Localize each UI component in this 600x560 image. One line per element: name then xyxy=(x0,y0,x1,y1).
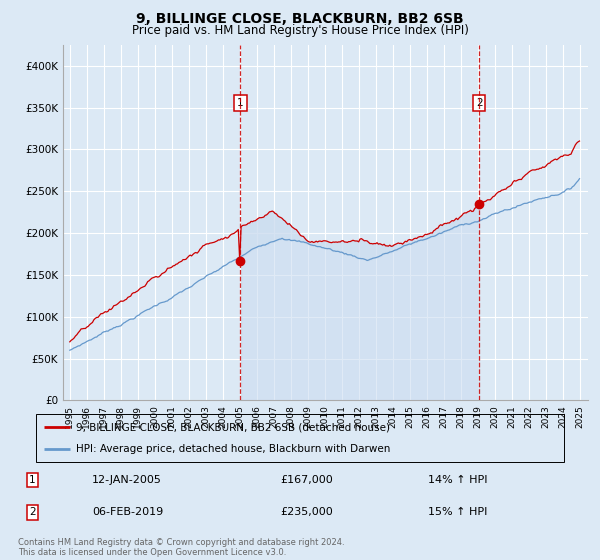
Text: £167,000: £167,000 xyxy=(280,475,333,485)
Text: 14% ↑ HPI: 14% ↑ HPI xyxy=(428,475,488,485)
Text: 2: 2 xyxy=(476,99,482,109)
Text: 9, BILLINGE CLOSE, BLACKBURN, BB2 6SB: 9, BILLINGE CLOSE, BLACKBURN, BB2 6SB xyxy=(136,12,464,26)
Text: 9, BILLINGE CLOSE, BLACKBURN, BB2 6SB (detached house): 9, BILLINGE CLOSE, BLACKBURN, BB2 6SB (d… xyxy=(76,422,389,432)
Text: 15% ↑ HPI: 15% ↑ HPI xyxy=(428,507,488,517)
Text: HPI: Average price, detached house, Blackburn with Darwen: HPI: Average price, detached house, Blac… xyxy=(76,444,390,454)
Text: 1: 1 xyxy=(29,475,35,485)
Text: £235,000: £235,000 xyxy=(280,507,333,517)
Text: 2: 2 xyxy=(29,507,35,517)
Text: 1: 1 xyxy=(237,99,244,109)
Text: 12-JAN-2005: 12-JAN-2005 xyxy=(92,475,162,485)
Text: 06-FEB-2019: 06-FEB-2019 xyxy=(92,507,163,517)
Text: Price paid vs. HM Land Registry's House Price Index (HPI): Price paid vs. HM Land Registry's House … xyxy=(131,24,469,36)
Text: Contains HM Land Registry data © Crown copyright and database right 2024.
This d: Contains HM Land Registry data © Crown c… xyxy=(18,538,344,557)
